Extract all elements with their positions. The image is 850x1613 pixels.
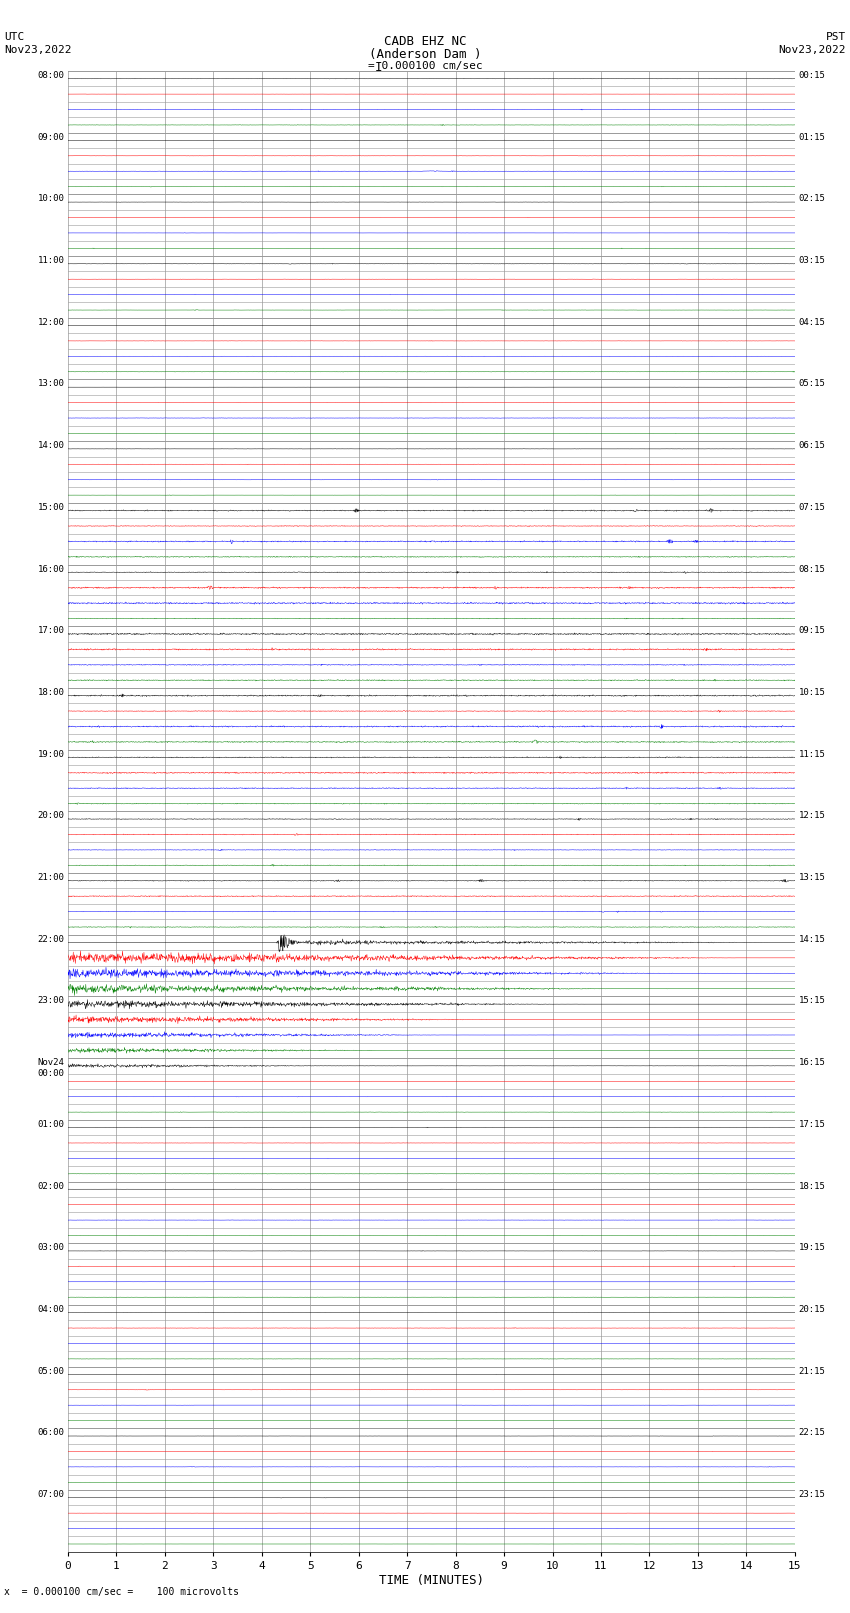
Text: 02:00: 02:00 [37, 1181, 65, 1190]
Text: PST: PST [825, 32, 846, 42]
Text: 03:15: 03:15 [798, 256, 825, 265]
Text: = 0.000100 cm/sec: = 0.000100 cm/sec [367, 61, 483, 71]
Text: 13:00: 13:00 [37, 379, 65, 389]
Text: 10:15: 10:15 [798, 689, 825, 697]
Text: 10:00: 10:00 [37, 195, 65, 203]
Text: 16:00: 16:00 [37, 565, 65, 574]
Text: 20:15: 20:15 [798, 1305, 825, 1315]
Text: 18:00: 18:00 [37, 689, 65, 697]
Text: 23:15: 23:15 [798, 1490, 825, 1498]
Text: 20:00: 20:00 [37, 811, 65, 821]
Text: 09:00: 09:00 [37, 132, 65, 142]
Text: 19:15: 19:15 [798, 1244, 825, 1252]
Text: 19:00: 19:00 [37, 750, 65, 758]
Text: 05:00: 05:00 [37, 1366, 65, 1376]
Text: Nov23,2022: Nov23,2022 [779, 45, 846, 55]
Text: 17:00: 17:00 [37, 626, 65, 636]
Text: 15:15: 15:15 [798, 997, 825, 1005]
Text: I: I [375, 61, 382, 74]
Text: CADB EHZ NC: CADB EHZ NC [383, 35, 467, 48]
Text: 11:00: 11:00 [37, 256, 65, 265]
Text: 07:15: 07:15 [798, 503, 825, 511]
X-axis label: TIME (MINUTES): TIME (MINUTES) [379, 1574, 484, 1587]
Text: Nov23,2022: Nov23,2022 [4, 45, 71, 55]
Text: 08:00: 08:00 [37, 71, 65, 81]
Text: 13:15: 13:15 [798, 873, 825, 882]
Text: 14:15: 14:15 [798, 936, 825, 944]
Text: 11:15: 11:15 [798, 750, 825, 758]
Text: 06:00: 06:00 [37, 1429, 65, 1437]
Text: 22:15: 22:15 [798, 1429, 825, 1437]
Text: 17:15: 17:15 [798, 1119, 825, 1129]
Text: 21:15: 21:15 [798, 1366, 825, 1376]
Text: 21:00: 21:00 [37, 873, 65, 882]
Text: 23:00: 23:00 [37, 997, 65, 1005]
Text: Nov24
00:00: Nov24 00:00 [37, 1058, 65, 1077]
Text: 18:15: 18:15 [798, 1181, 825, 1190]
Text: 02:15: 02:15 [798, 195, 825, 203]
Text: 01:00: 01:00 [37, 1119, 65, 1129]
Text: 06:15: 06:15 [798, 442, 825, 450]
Text: 09:15: 09:15 [798, 626, 825, 636]
Text: 16:15: 16:15 [798, 1058, 825, 1068]
Text: 05:15: 05:15 [798, 379, 825, 389]
Text: 04:00: 04:00 [37, 1305, 65, 1315]
Text: 04:15: 04:15 [798, 318, 825, 327]
Text: 01:15: 01:15 [798, 132, 825, 142]
Text: 00:15: 00:15 [798, 71, 825, 81]
Text: 22:00: 22:00 [37, 936, 65, 944]
Text: 03:00: 03:00 [37, 1244, 65, 1252]
Text: 15:00: 15:00 [37, 503, 65, 511]
Text: 14:00: 14:00 [37, 442, 65, 450]
Text: 08:15: 08:15 [798, 565, 825, 574]
Text: (Anderson Dam ): (Anderson Dam ) [369, 48, 481, 61]
Text: 07:00: 07:00 [37, 1490, 65, 1498]
Text: x  = 0.000100 cm/sec =    100 microvolts: x = 0.000100 cm/sec = 100 microvolts [4, 1587, 239, 1597]
Text: 12:00: 12:00 [37, 318, 65, 327]
Text: UTC: UTC [4, 32, 25, 42]
Text: 12:15: 12:15 [798, 811, 825, 821]
